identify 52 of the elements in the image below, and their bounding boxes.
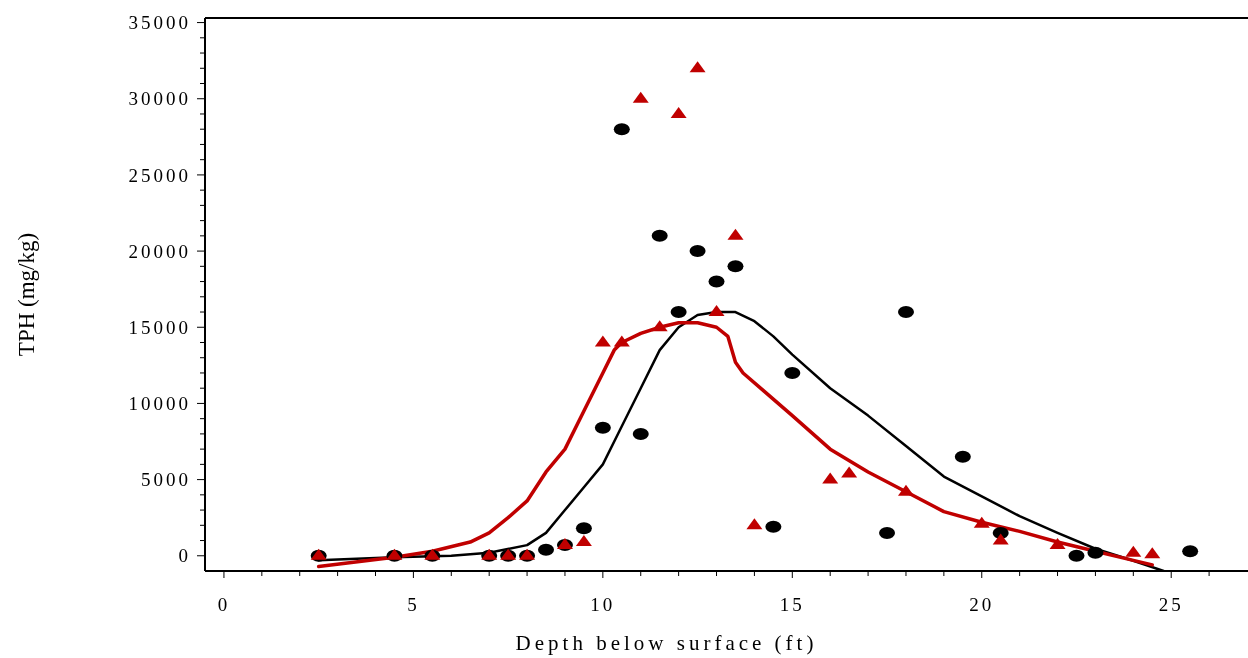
point	[879, 526, 896, 539]
point	[727, 228, 744, 240]
y-tick-label: 30000	[128, 88, 191, 110]
point	[973, 516, 990, 528]
point	[575, 522, 592, 535]
point	[594, 335, 611, 347]
point	[1182, 545, 1199, 558]
point	[689, 61, 706, 73]
point	[992, 533, 1009, 545]
point	[708, 275, 725, 288]
y-tick-label: 35000	[128, 12, 191, 34]
y-tick-label: 15000	[128, 316, 191, 338]
point	[651, 229, 668, 242]
x-tick-label: 20	[969, 594, 995, 615]
point	[784, 366, 801, 379]
point	[538, 543, 555, 556]
point	[632, 91, 649, 103]
point	[575, 535, 592, 547]
point	[670, 306, 687, 319]
y-tick-label: 10000	[128, 393, 191, 415]
point	[594, 421, 611, 434]
x-tick-label: 5	[407, 594, 420, 615]
point	[1087, 546, 1104, 559]
point	[897, 306, 914, 319]
y-tick-label: 20000	[128, 240, 191, 262]
point	[613, 335, 630, 347]
x-tick-label: 0	[217, 594, 231, 615]
x-tick-label: 15	[779, 594, 805, 615]
x-axis-title: Depth below surface (ft)	[515, 631, 818, 655]
x-tick-label: 25	[1158, 594, 1184, 615]
point	[708, 305, 725, 317]
point	[1049, 538, 1066, 550]
point	[727, 260, 744, 273]
point	[613, 123, 630, 136]
y-axis-title: TPH (mg/kg)	[14, 232, 39, 357]
point	[746, 518, 763, 530]
point	[670, 106, 687, 118]
y-tick-label: 25000	[128, 164, 191, 186]
x-tick-label: 10	[590, 594, 616, 615]
point	[1144, 547, 1161, 559]
point	[689, 245, 706, 258]
point	[954, 450, 971, 463]
point	[822, 472, 839, 484]
point	[841, 466, 858, 478]
point	[765, 520, 782, 533]
point	[651, 320, 668, 332]
y-tick-label: 0	[178, 545, 191, 567]
point	[1125, 545, 1142, 557]
point	[897, 484, 914, 496]
point	[632, 427, 649, 440]
point	[1068, 549, 1085, 562]
y-tick-label: 5000	[141, 469, 191, 491]
